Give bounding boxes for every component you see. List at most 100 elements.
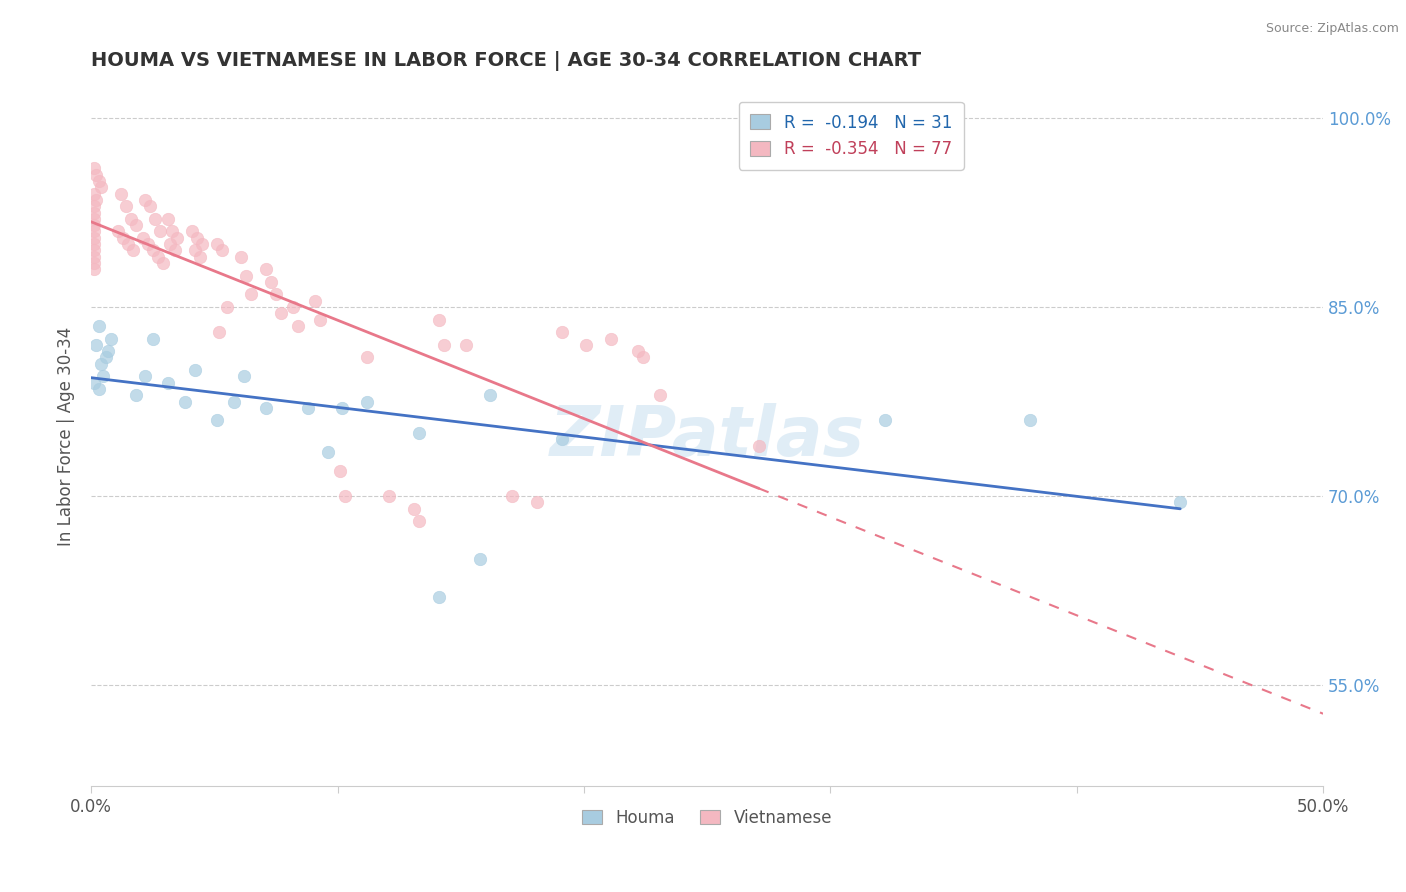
Point — [208, 325, 231, 339]
Point — [83, 218, 105, 232]
Point — [309, 312, 332, 326]
Point — [134, 193, 156, 207]
Point — [333, 489, 356, 503]
Point — [631, 351, 654, 365]
Point — [90, 180, 112, 194]
Point — [427, 590, 450, 604]
Point — [146, 250, 169, 264]
Point — [134, 369, 156, 384]
Point — [297, 401, 319, 415]
Point — [408, 425, 430, 440]
Point — [120, 211, 142, 226]
Point — [332, 401, 354, 415]
Point — [254, 262, 277, 277]
Point — [114, 199, 136, 213]
Point — [283, 300, 305, 314]
Point — [163, 244, 186, 258]
Point — [97, 344, 120, 359]
Point — [136, 237, 159, 252]
Point — [183, 244, 205, 258]
Point — [83, 186, 105, 201]
Point — [83, 250, 105, 264]
Point — [117, 237, 139, 252]
Point — [356, 394, 378, 409]
Point — [143, 211, 166, 226]
Point — [83, 376, 105, 390]
Point — [142, 331, 165, 345]
Point — [748, 439, 770, 453]
Point — [122, 244, 145, 258]
Point — [142, 244, 165, 258]
Point — [650, 388, 672, 402]
Point — [191, 237, 214, 252]
Point — [222, 394, 245, 409]
Point — [1168, 495, 1191, 509]
Point — [87, 174, 110, 188]
Text: Source: ZipAtlas.com: Source: ZipAtlas.com — [1265, 22, 1399, 36]
Point — [83, 230, 105, 244]
Point — [254, 401, 277, 415]
Point — [479, 388, 502, 402]
Point — [156, 376, 179, 390]
Point — [235, 268, 257, 283]
Point — [124, 218, 146, 232]
Point — [84, 338, 107, 352]
Point — [83, 237, 105, 252]
Point — [87, 382, 110, 396]
Point — [270, 306, 292, 320]
Point — [94, 351, 117, 365]
Point — [378, 489, 401, 503]
Point — [110, 186, 132, 201]
Point — [215, 300, 238, 314]
Point — [329, 464, 352, 478]
Legend: Houma, Vietnamese: Houma, Vietnamese — [575, 802, 838, 833]
Point — [205, 237, 228, 252]
Point — [186, 230, 208, 244]
Text: ZIPatlas: ZIPatlas — [550, 402, 865, 470]
Point — [264, 287, 287, 301]
Point — [83, 256, 105, 270]
Point — [183, 363, 205, 377]
Point — [600, 331, 623, 345]
Point — [84, 193, 107, 207]
Point — [240, 287, 263, 301]
Point — [112, 230, 135, 244]
Point — [427, 312, 450, 326]
Point — [83, 161, 105, 176]
Point — [162, 224, 184, 238]
Point — [156, 211, 179, 226]
Point — [87, 318, 110, 333]
Point — [402, 501, 425, 516]
Point — [232, 369, 254, 384]
Point — [83, 262, 105, 277]
Point — [93, 369, 115, 384]
Y-axis label: In Labor Force | Age 30-34: In Labor Force | Age 30-34 — [58, 326, 75, 546]
Point — [83, 205, 105, 219]
Point — [470, 552, 492, 566]
Point — [575, 338, 598, 352]
Point — [627, 344, 650, 359]
Point — [90, 357, 112, 371]
Point — [454, 338, 477, 352]
Point — [83, 224, 105, 238]
Text: HOUMA VS VIETNAMESE IN LABOR FORCE | AGE 30-34 CORRELATION CHART: HOUMA VS VIETNAMESE IN LABOR FORCE | AGE… — [91, 51, 921, 70]
Point — [181, 224, 204, 238]
Point — [139, 199, 162, 213]
Point — [100, 331, 122, 345]
Point — [526, 495, 548, 509]
Point — [173, 394, 195, 409]
Point — [107, 224, 129, 238]
Point — [84, 168, 107, 182]
Point — [873, 413, 896, 427]
Point — [152, 256, 174, 270]
Point — [1019, 413, 1042, 427]
Point — [260, 275, 283, 289]
Point — [205, 413, 228, 427]
Point — [211, 244, 233, 258]
Point — [188, 250, 211, 264]
Point — [132, 230, 155, 244]
Point — [83, 199, 105, 213]
Point — [159, 237, 181, 252]
Point — [83, 211, 105, 226]
Point — [304, 293, 326, 308]
